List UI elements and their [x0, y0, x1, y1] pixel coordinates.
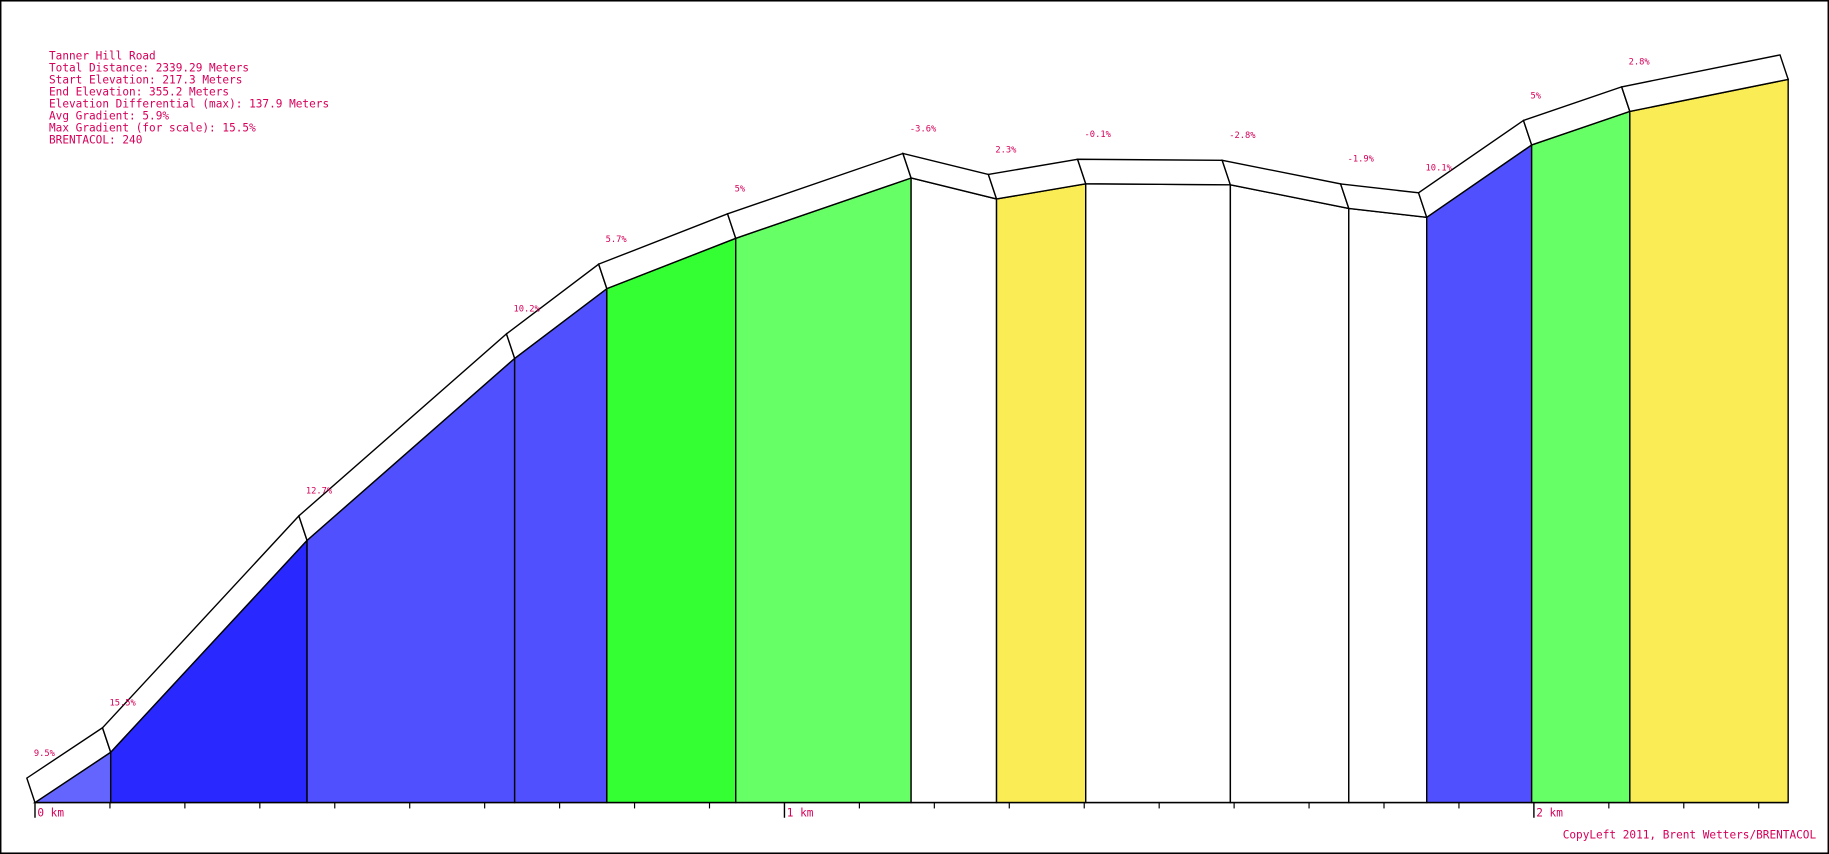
gradient-label: 5.7%: [606, 235, 628, 245]
segment-fill: [1530, 110, 1631, 804]
x-tick-label: 1 km: [787, 807, 814, 820]
info-line: Elevation Differential (max): 137.9 Mete…: [49, 98, 329, 111]
x-tick-label: 2 km: [1536, 807, 1563, 820]
gradient-label: 10.2%: [513, 305, 540, 315]
gradient-label: 5%: [1530, 91, 1541, 101]
chart-title: Tanner Hill Road: [49, 50, 156, 63]
segment-fill: [1085, 183, 1232, 804]
gradient-label: -0.1%: [1085, 130, 1112, 140]
footer: CopyLeft 2011, Brent Wetters/BRENTACOL: [1563, 829, 1817, 842]
gradient-label: -2.8%: [1229, 131, 1256, 141]
gradient-band: [1620, 54, 1790, 113]
gradient-label: 5%: [735, 185, 746, 195]
info-line: Max Gradient (for scale): 15.5%: [49, 122, 256, 135]
gradient-label: 9.5%: [34, 749, 56, 759]
segment-fill: [735, 177, 912, 804]
info-line: Total Distance: 2339.29 Meters: [49, 62, 249, 75]
segment-fill: [606, 237, 737, 804]
gradient-band: [1076, 158, 1232, 186]
segment-fill: [1426, 143, 1533, 804]
segment-fill: [995, 182, 1087, 804]
segment-fill: [1348, 207, 1428, 804]
gradient-label: 15.5%: [110, 699, 137, 709]
gradient-label: 2.8%: [1629, 58, 1651, 68]
gradient-label: 10.1%: [1426, 164, 1453, 174]
info-line: End Elevation: 355.2 Meters: [49, 86, 229, 99]
gradient-label: 12.7%: [306, 487, 333, 497]
segment-fill: [1629, 78, 1789, 804]
segment-fill: [910, 177, 998, 804]
gradient-label: -3.6%: [910, 124, 937, 134]
info-line: BRENTACOL: 240: [49, 134, 142, 147]
gradient-label: -1.9%: [1348, 155, 1375, 165]
segment-fill: [513, 287, 608, 804]
info-line: Avg Gradient: 5.9%: [49, 110, 169, 123]
x-tick-label: 0 km: [37, 807, 64, 820]
info-line: Start Elevation: 217.3 Meters: [49, 74, 242, 87]
segment-fill: [1229, 183, 1350, 804]
gradient-label: 2.3%: [995, 145, 1017, 155]
